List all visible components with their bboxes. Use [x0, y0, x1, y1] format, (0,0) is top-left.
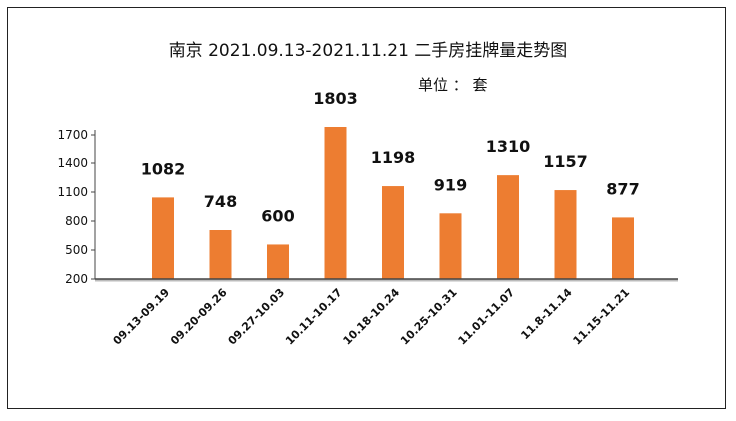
chart-frame	[7, 7, 726, 409]
x-tick-label: 09.13-09.19	[110, 286, 172, 348]
x-tick-label: 09.20-09.26	[168, 286, 230, 348]
y-tick-label: 1100	[57, 185, 88, 199]
data-label: 748	[204, 192, 237, 211]
bar	[497, 175, 519, 279]
y-tick-label: 800	[65, 214, 88, 228]
y-tick-label: 200	[65, 272, 88, 286]
data-label: 1803	[313, 89, 358, 108]
data-label: 1082	[141, 159, 186, 178]
data-label: 1198	[371, 148, 416, 167]
bar	[554, 190, 577, 279]
bar	[267, 244, 289, 279]
x-tick-label: 10.25-10.31	[398, 286, 460, 348]
bar	[324, 127, 347, 279]
bar	[382, 186, 404, 279]
x-tick-label: 10.18-10.24	[340, 286, 402, 348]
x-tick-label: 09.27-10.03	[225, 286, 287, 348]
data-label: 600	[261, 206, 294, 225]
y-tick-label: 500	[65, 243, 88, 257]
bar	[439, 213, 462, 279]
data-label: 877	[606, 179, 639, 198]
unit-label: 单位 ： 套	[418, 76, 488, 94]
x-tick-label: 11.01-11.07	[455, 286, 517, 348]
chart-title: 南京 2021.09.13-2021.11.21 二手房挂牌量走势图	[168, 41, 568, 61]
bar	[152, 197, 174, 279]
data-label: 1310	[486, 137, 531, 156]
bar	[209, 230, 232, 279]
x-tick-label: 11.8-11.14	[518, 286, 574, 342]
data-label: 1157	[543, 152, 588, 171]
x-tick-label: 11.15-11.21	[570, 286, 632, 348]
x-tick-label: 10.11-10.17	[283, 286, 345, 348]
y-tick-label: 1700	[57, 128, 88, 142]
bar	[612, 217, 634, 279]
y-tick-label: 1400	[57, 156, 88, 170]
data-label: 919	[434, 175, 467, 194]
